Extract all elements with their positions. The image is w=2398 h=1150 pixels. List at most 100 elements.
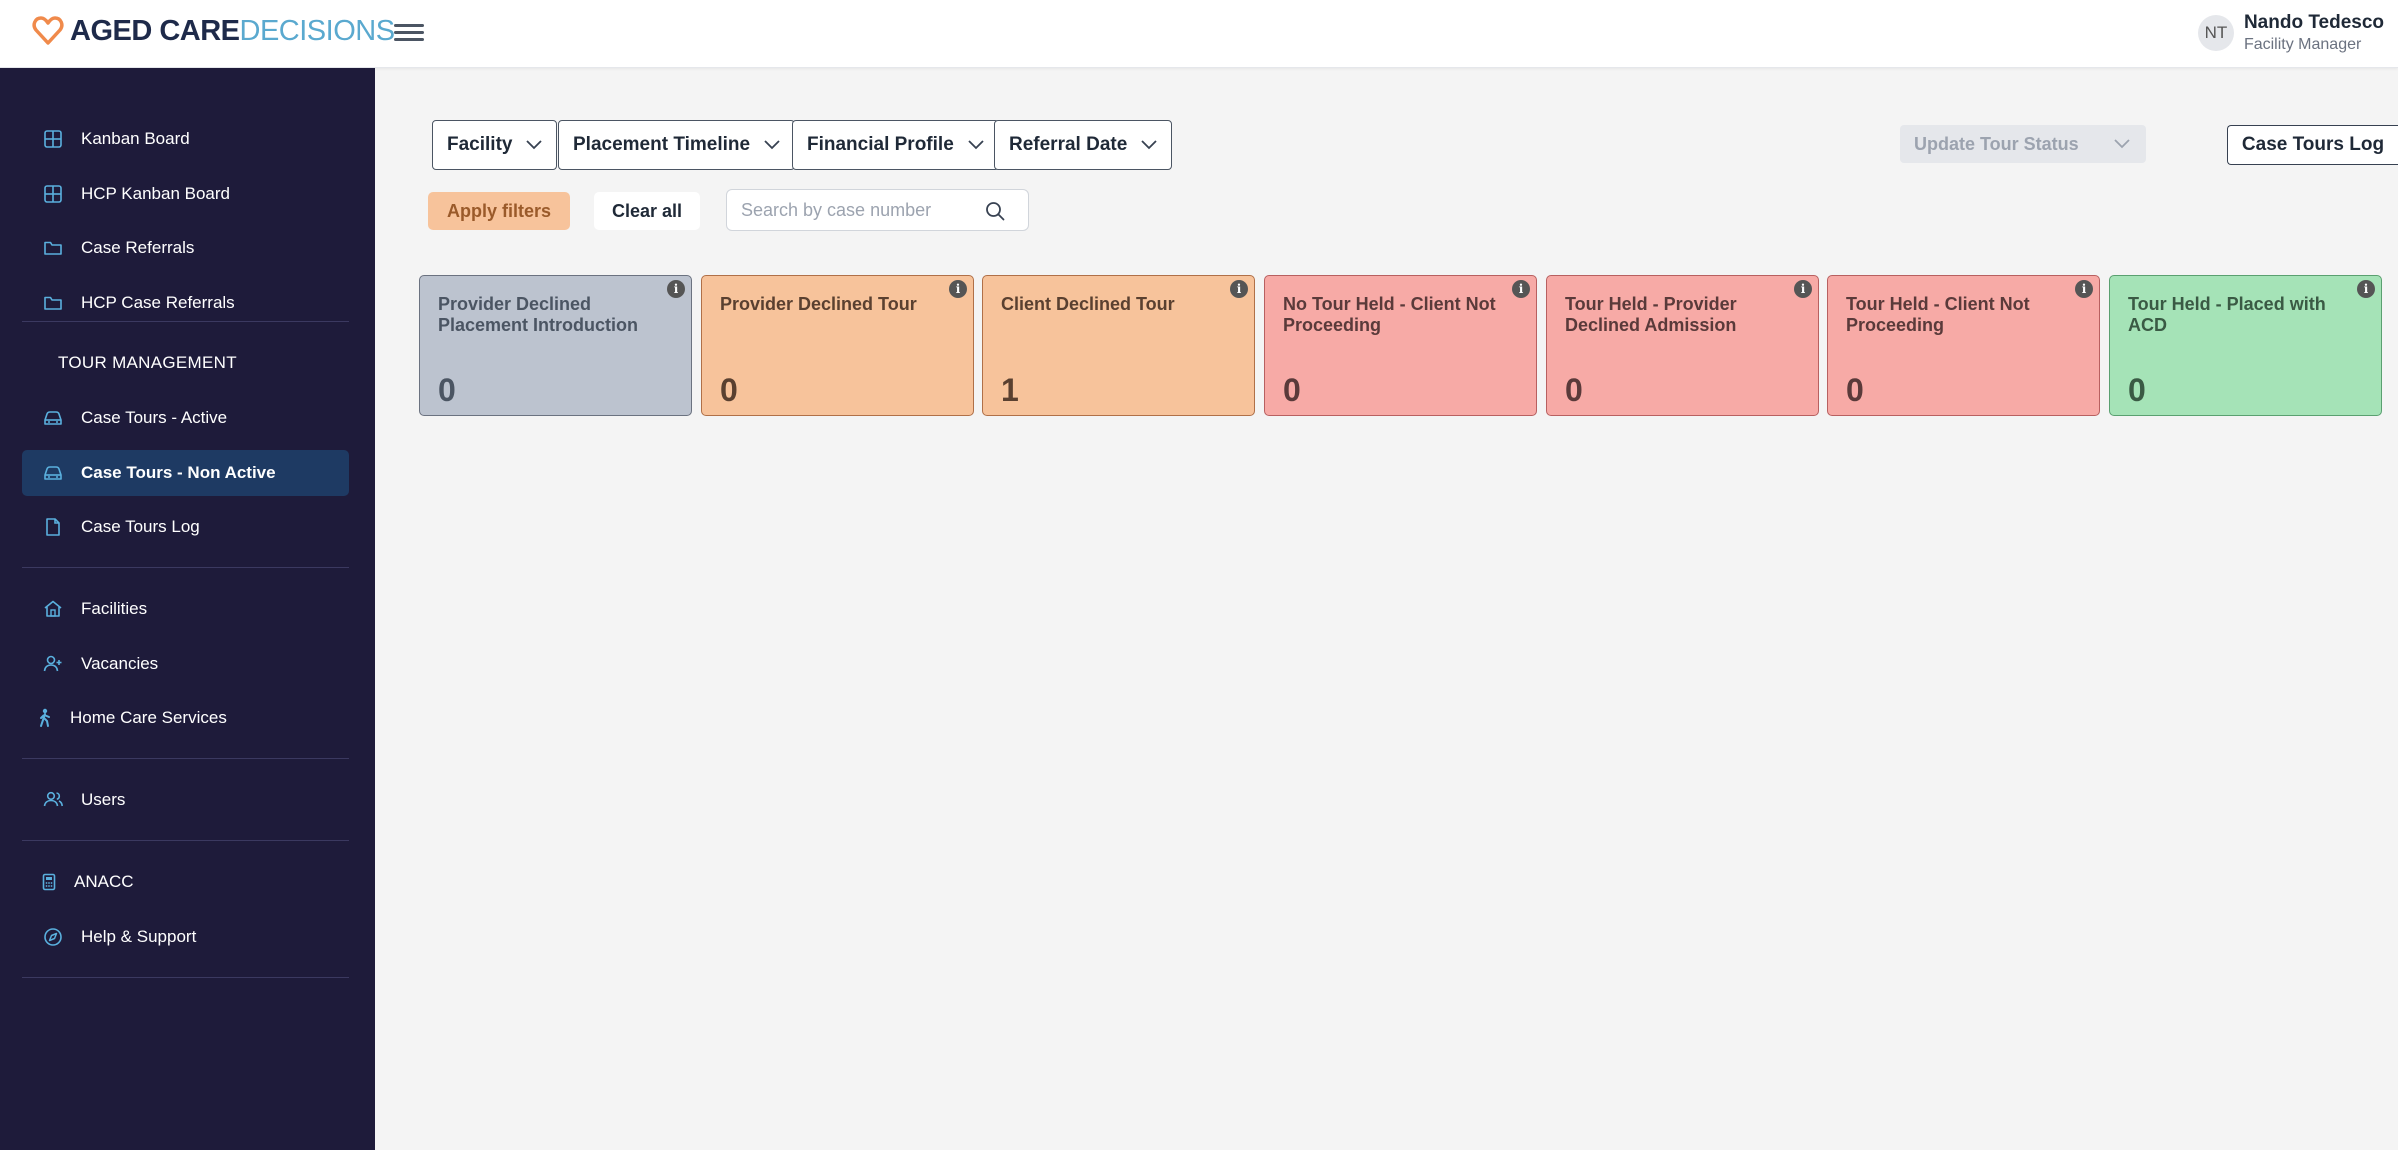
case-tours-log-button[interactable]: Case Tours Log [2227,125,2398,165]
sidebar-item-label: Facilities [81,599,148,618]
brand-name-part1: AGED CARE [70,14,240,47]
top-header: AGED CAREDECISIONS NT Nando Tedesco Faci… [0,0,2398,68]
status-card[interactable]: Tour Held - Client Not Proceeding 0 i [1827,275,2100,416]
info-icon[interactable]: i [1230,280,1248,298]
grid-icon [42,128,64,150]
chevron-down-icon [2114,139,2130,149]
calculator-icon [38,871,60,893]
info-icon[interactable]: i [667,280,685,298]
status-card[interactable]: Tour Held - Placed with ACD 0 i [2109,275,2382,416]
search-icon[interactable] [984,200,1006,222]
car-icon [42,407,64,429]
status-card-title: Tour Held - Client Not Proceeding [1846,294,2030,335]
financial-profile-filter-dropdown[interactable]: Financial Profile [792,120,999,170]
search-box [726,189,1029,231]
sidebar-item-home-care-services[interactable]: Home Care Services [22,695,349,741]
section-title-tour-management: TOUR MANAGEMENT [58,353,237,372]
sidebar-item-label: Case Tours Log [81,517,200,536]
folder-icon [42,237,64,259]
users-icon [42,789,64,811]
chevron-down-icon [1141,140,1157,150]
facility-filter-dropdown[interactable]: Facility [432,120,558,170]
walking-person-icon [34,707,56,729]
info-icon[interactable]: i [1794,280,1812,298]
sidebar-item-label: ANACC [74,872,134,891]
sidebar-item-case-tours-non-active[interactable]: Case Tours - Non Active [22,450,349,496]
sidebar-item-label: Vacancies [81,654,159,673]
financial-profile-filter-label: Financial Profile [807,134,954,155]
sidebar: Kanban Board HCP Kanban Board Case Refer… [0,68,375,1150]
sidebar-item-label: Users [81,790,126,809]
status-card-count: 0 [438,372,456,408]
info-icon[interactable]: i [1512,280,1530,298]
home-icon [42,598,64,620]
sidebar-divider [22,321,349,322]
status-card-title: Tour Held - Provider Declined Admission [1565,294,1737,335]
user-plus-icon [42,653,64,675]
apply-filters-button[interactable]: Apply filters [428,192,570,230]
status-card-title: Provider Declined Tour [720,294,917,314]
sidebar-item-hcp-case-referrals[interactable]: HCP Case Referrals [22,280,349,326]
folder-icon [42,292,64,314]
status-card[interactable]: No Tour Held - Client Not Proceeding 0 i [1264,275,1537,416]
sidebar-item-label: HCP Case Referrals [81,293,235,312]
sidebar-item-users[interactable]: Users [22,777,349,823]
sidebar-item-label: Kanban Board [81,129,190,148]
chevron-down-icon [968,140,984,150]
user-role: Facility Manager [2243,36,2362,53]
sidebar-item-label: Home Care Services [70,708,227,727]
placement-timeline-filter-label: Placement Timeline [573,134,751,155]
sidebar-item-label: HCP Kanban Board [81,184,231,203]
sidebar-item-hcp-kanban-board[interactable]: HCP Kanban Board [22,171,349,217]
sidebar-item-help-support[interactable]: Help & Support [22,914,349,960]
sidebar-item-label: Case Tours - Non Active [81,463,276,482]
sidebar-item-label: Case Referrals [81,238,195,257]
referral-date-filter-label: Referral Date [1009,134,1128,155]
sidebar-item-anacc[interactable]: ANACC [22,859,349,905]
status-card-count: 0 [1846,372,1864,408]
search-input[interactable] [741,198,981,222]
sidebar-item-facilities[interactable]: Facilities [22,586,349,632]
info-icon[interactable]: i [2357,280,2375,298]
avatar: NT [2197,15,2234,51]
sidebar-divider [22,758,349,759]
heart-logo-icon [32,16,64,45]
sidebar-divider [22,977,349,978]
chevron-down-icon [764,140,780,150]
status-card-title: Tour Held - Placed with ACD [2128,294,2326,335]
info-icon[interactable]: i [2075,280,2093,298]
sidebar-item-kanban-board[interactable]: Kanban Board [22,116,349,162]
user-menu[interactable]: NT Nando Tedesco Facility Manager [2197,12,2384,54]
chevron-down-icon [526,140,543,150]
document-icon [42,516,64,538]
status-card-count: 0 [720,372,738,408]
sidebar-item-label: Help & Support [81,927,197,946]
placement-timeline-filter-dropdown[interactable]: Placement Timeline [558,120,796,170]
brand-name-part2: DECISIONS [239,14,396,47]
brand-logo[interactable]: AGED CAREDECISIONS [32,14,395,48]
status-card-title: No Tour Held - Client Not Proceeding [1283,294,1496,335]
status-card[interactable]: Client Declined Tour 1 i [982,275,1255,416]
sidebar-item-case-referrals[interactable]: Case Referrals [22,225,349,271]
status-card-title: Client Declined Tour [1001,294,1175,314]
update-tour-status-dropdown[interactable]: Update Tour Status [1900,125,2146,163]
car-icon [42,462,64,484]
status-card[interactable]: Provider Declined Tour 0 i [701,275,974,416]
clear-all-button[interactable]: Clear all [594,192,700,230]
sidebar-item-case-tours-log[interactable]: Case Tours Log [22,504,349,550]
status-card-count: 0 [1283,372,1301,408]
referral-date-filter-dropdown[interactable]: Referral Date [994,120,1173,170]
status-card-count: 0 [1565,372,1583,408]
status-card[interactable]: Tour Held - Provider Declined Admission … [1546,275,1819,416]
status-card-count: 0 [2128,372,2146,408]
status-card-count: 1 [1001,372,1019,408]
grid-icon [42,183,64,205]
menu-toggle-icon[interactable] [394,20,424,46]
info-icon[interactable]: i [949,280,967,298]
brand-name: AGED CAREDECISIONS [70,15,395,48]
sidebar-item-vacancies[interactable]: Vacancies [22,641,349,687]
status-card[interactable]: Provider Declined Placement Introduction… [419,275,692,416]
sidebar-divider [22,840,349,841]
sidebar-item-label: Case Tours - Active [81,408,228,427]
sidebar-item-case-tours-active[interactable]: Case Tours - Active [22,395,349,441]
